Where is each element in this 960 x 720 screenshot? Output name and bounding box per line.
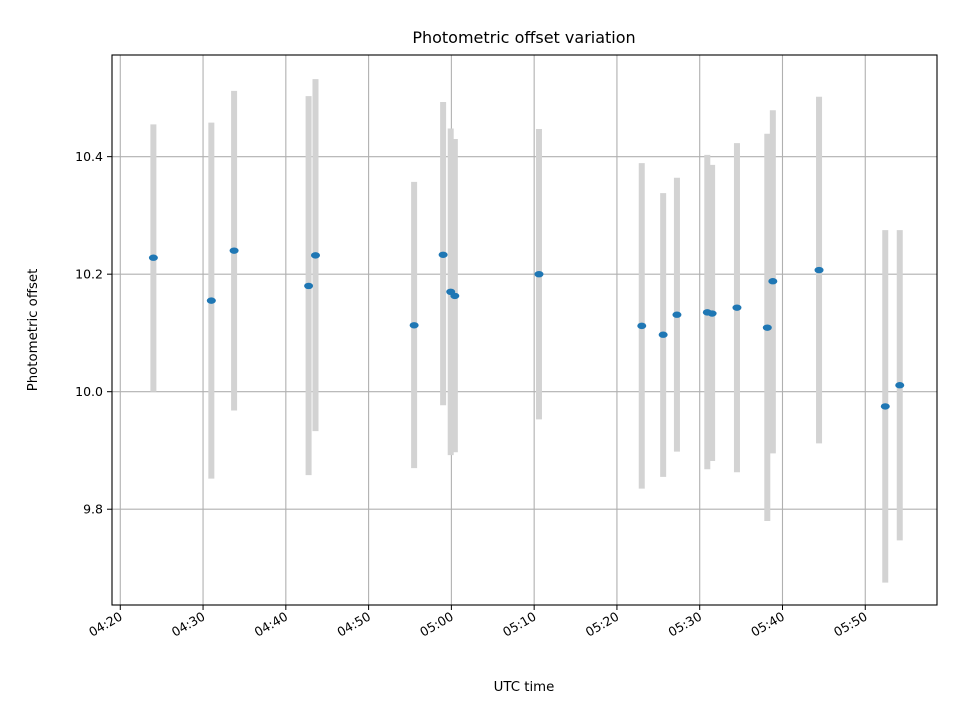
y-axis-label: Photometric offset <box>26 269 41 392</box>
data-point <box>304 282 314 290</box>
error-bars <box>150 79 903 583</box>
data-point <box>450 292 460 300</box>
chart-title: Photometric offset variation <box>412 28 635 47</box>
data-point <box>707 310 717 317</box>
data-point <box>895 382 905 389</box>
data-point <box>762 324 772 331</box>
y-tick-label: 10.0 <box>75 384 103 399</box>
x-axis-ticks: 04:20 04:30 04:40 04:50 05:00 05:10 05:20 05:30… <box>86 605 870 640</box>
data-point <box>880 403 890 410</box>
data-point <box>768 278 778 285</box>
data-point <box>409 322 419 329</box>
data-point <box>148 254 158 261</box>
x-tick-label: 05:40 <box>748 609 787 640</box>
x-tick-label: 04:50 <box>334 609 373 640</box>
x-tick-label: 04:20 <box>86 609 125 640</box>
data-point <box>206 297 216 304</box>
data-point <box>672 311 682 318</box>
x-tick-label: 05:10 <box>500 609 539 640</box>
data-point <box>438 251 448 258</box>
data-point <box>814 266 824 274</box>
x-tick-label: 05:50 <box>831 609 870 640</box>
y-tick-label: 10.4 <box>75 149 103 164</box>
data-points <box>148 247 905 410</box>
x-tick-label: 05:20 <box>583 609 622 640</box>
data-point <box>732 304 742 311</box>
y-tick-label: 10.2 <box>75 267 103 282</box>
y-axis-ticks: 9.8 10.0 10.2 10.4 <box>75 149 112 517</box>
data-point <box>310 252 320 259</box>
x-axis-label: UTC time <box>494 680 555 695</box>
x-tick-label: 05:30 <box>666 609 705 640</box>
y-tick-label: 9.8 <box>83 502 103 517</box>
x-tick-label: 04:30 <box>169 609 208 640</box>
data-point <box>658 331 668 338</box>
data-point <box>637 322 647 330</box>
plot-frame <box>111 54 938 606</box>
x-tick-label: 05:00 <box>417 609 456 640</box>
data-point <box>534 270 544 278</box>
x-tick-label: 04:40 <box>252 609 291 640</box>
data-point <box>229 247 239 254</box>
